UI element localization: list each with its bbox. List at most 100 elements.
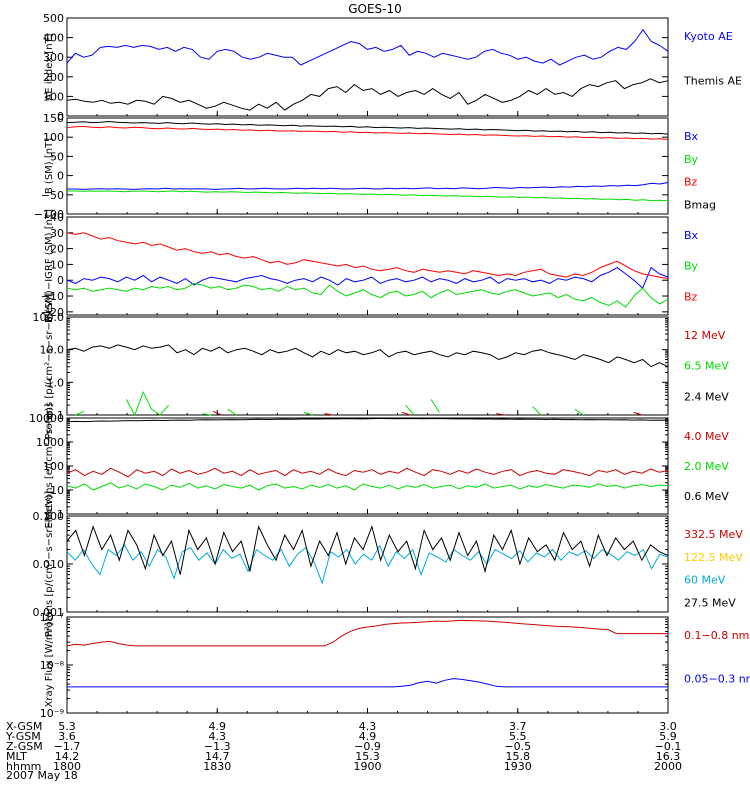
y-tick-label: 1000	[36, 436, 64, 449]
legend-label: By	[684, 260, 699, 273]
y-axis-label: Xray Flux [W/m²]	[44, 622, 55, 707]
legend-label: 332.5 MeV	[684, 528, 743, 541]
series-line	[66, 282, 669, 308]
y-tick-label: 10	[50, 484, 64, 497]
ephemeris-value: 14.7	[205, 750, 230, 763]
y-tick-label: 500	[43, 12, 64, 25]
y-tick-label: 0.001	[33, 606, 65, 619]
series-line	[66, 524, 669, 575]
ephemeris-value: 16.3	[656, 750, 681, 763]
ephemeris-value: 4.9	[209, 720, 227, 733]
ephemeris-value: 5.5	[509, 730, 527, 743]
legend-label: Themis AE	[683, 75, 742, 88]
series-line	[66, 417, 669, 423]
ephemeris-row-label: MLT	[6, 750, 27, 763]
legend-label: Bz	[684, 176, 698, 189]
y-tick-label: 100.0	[33, 311, 65, 324]
legend-label: 60 MeV	[684, 574, 726, 587]
panel-2: −100 −50 0 50 100 150 B (SM) [nT] Bx By Bz Bmag	[34, 112, 716, 221]
y-tick-label: 0.1	[47, 409, 65, 422]
legend-label: 6.5 MeV	[684, 360, 729, 373]
legend-label: 0.05−0.3 nm	[684, 673, 750, 686]
y-tick-label: 20	[50, 243, 64, 256]
ephemeris-value: 1800	[53, 760, 81, 773]
ephemeris-value: 15.3	[355, 750, 380, 763]
ephemeris-row-label: hhmm	[6, 760, 41, 773]
y-tick-label: 0	[57, 274, 64, 287]
legend-label: 0.1−0.8 nm	[684, 629, 749, 642]
y-tick-label: 0	[57, 170, 64, 183]
ephemeris-value: 4.3	[359, 720, 377, 733]
ephemeris-value: 4.9	[359, 730, 377, 743]
y-tick-label: 0.010	[33, 558, 65, 571]
panel-frame	[66, 616, 669, 714]
series-line	[66, 232, 669, 280]
ephemeris-value: 5.9	[659, 730, 677, 743]
ephemeris-value: 15.8	[506, 750, 531, 763]
y-tick-label: 10⁻⁹	[40, 707, 64, 720]
series-line	[212, 410, 643, 416]
ephemeris-value: 14.2	[55, 750, 80, 763]
y-tick-label: −20	[41, 306, 64, 319]
series-line	[66, 120, 669, 135]
series-line	[66, 125, 669, 140]
y-tick-label: 10⁻⁸	[40, 659, 65, 672]
series-line	[67, 182, 669, 190]
legend-label: Bmag	[684, 199, 716, 212]
legend-label: By	[684, 153, 699, 166]
series-line	[67, 678, 668, 688]
series-line	[66, 482, 669, 491]
y-tick-label: 400	[43, 32, 64, 45]
y-tick-label: 40	[50, 211, 64, 224]
series-line	[66, 28, 669, 66]
ephemeris-value: 3.7	[509, 720, 527, 733]
chart-title: GOES-10	[348, 2, 402, 16]
panel-3: −20 −10 0 10 20 30 40B (SM)−IGRF (SM) [nT] Bx By…	[41, 209, 699, 323]
legend-label: 12 MeV	[684, 329, 726, 342]
legend-label: Bx	[684, 229, 699, 242]
y-tick-label: 100	[43, 460, 64, 473]
ephemeris-value: 4.3	[209, 730, 227, 743]
y-tick-label: 300	[43, 51, 64, 64]
legend-label: Bx	[684, 130, 699, 143]
y-tick-label: 10.0	[40, 344, 65, 357]
ephemeris-value: −0.1	[655, 740, 682, 753]
y-tick-label: 1	[57, 508, 64, 521]
y-tick-label: 10⁻⁷	[40, 611, 64, 624]
y-axis-label: Electrons [e/(cm²−s−sr)]	[44, 403, 55, 528]
ephemeris-row-label: X-GSM	[6, 720, 42, 733]
y-axis-label: B (SM)−IGRF (SM) [nT]	[44, 209, 55, 323]
y-axis-label: B (SM) [nT]	[44, 138, 55, 194]
ephemeris-value: 2000	[654, 760, 682, 773]
series-line	[66, 467, 669, 478]
y-tick-label: 10	[50, 258, 64, 271]
series-line	[76, 392, 601, 415]
series-line	[66, 344, 669, 368]
y-tick-label: −10	[41, 290, 64, 303]
y-tick-label: −50	[41, 189, 64, 202]
ephemeris-value: −1.3	[204, 740, 231, 753]
y-tick-label: 200	[43, 71, 64, 84]
ephemeris-value: 1830	[203, 760, 231, 773]
ephemeris-value: −0.5	[504, 740, 531, 753]
ephemeris-value: 1930	[504, 760, 532, 773]
panel-frame	[66, 515, 669, 613]
y-tick-label: 100	[43, 90, 64, 103]
ephemeris-row-label: Y-GSM	[5, 730, 41, 743]
y-axis-label: Protons [p/(cm²−s−sr−MeV)]	[44, 293, 55, 440]
y-tick-label: 1.0	[47, 376, 65, 389]
series-line	[66, 543, 669, 585]
legend-label: 27.5 MeV	[684, 597, 736, 610]
panel-frame	[66, 417, 669, 515]
y-axis-label: Protons [p/(cm²−s−sr−MeV)]	[44, 491, 55, 638]
legend-label: 2.4 MeV	[684, 390, 729, 403]
y-tick-label: 30	[50, 227, 64, 240]
legend-label: 4.0 MeV	[684, 430, 729, 443]
date-label: 2007 May 18	[6, 769, 78, 782]
series-line	[67, 190, 669, 202]
y-tick-label: 50	[50, 150, 64, 163]
